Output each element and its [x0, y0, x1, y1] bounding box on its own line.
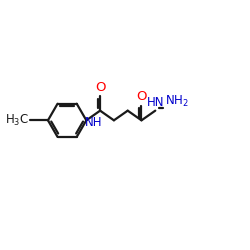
Text: HN: HN: [146, 96, 164, 110]
Text: NH: NH: [84, 116, 102, 128]
Text: H$_3$C: H$_3$C: [5, 113, 29, 128]
Text: O: O: [136, 90, 147, 104]
Text: NH$_2$: NH$_2$: [165, 94, 189, 110]
Text: O: O: [95, 81, 105, 94]
